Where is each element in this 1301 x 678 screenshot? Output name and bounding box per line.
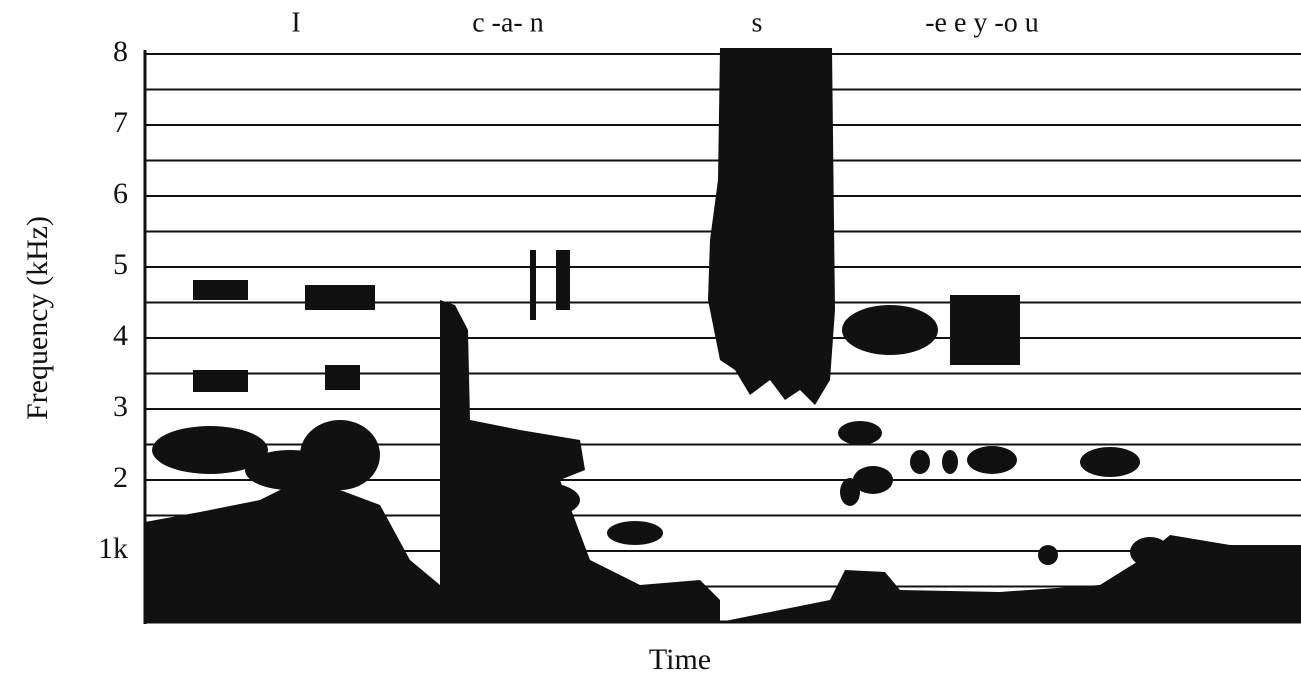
energy (838, 421, 882, 445)
word-label: s (752, 7, 763, 38)
energy (1080, 447, 1140, 477)
energy (305, 285, 375, 310)
energy (500, 482, 580, 518)
energy (853, 466, 893, 494)
y-tick-label: 8 (113, 35, 128, 68)
spectrogram-energy (145, 48, 1301, 622)
energy (325, 365, 360, 390)
y-axis-title: Frequency (kHz) (21, 216, 54, 420)
y-tick-label: 7 (113, 106, 128, 139)
y-tick-label: 5 (113, 248, 128, 281)
energy (967, 446, 1017, 474)
energy (152, 426, 268, 474)
energy (450, 440, 550, 480)
energy (840, 478, 860, 506)
energy (950, 295, 1020, 365)
x-axis-title: Time (649, 643, 711, 676)
energy (530, 250, 536, 320)
y-tick-label: 2 (113, 461, 128, 494)
energy (193, 370, 248, 392)
word-label: -e e y -o u (925, 7, 1039, 38)
energy (1038, 545, 1058, 565)
energy (556, 250, 570, 310)
energy (708, 48, 835, 405)
energy (1130, 537, 1170, 567)
word-label: c -a- n (472, 7, 544, 38)
y-tick-label: 4 (113, 319, 128, 352)
energy (942, 450, 958, 474)
y-tick-label: 3 (113, 390, 128, 423)
energy (720, 535, 1301, 622)
energy (842, 305, 938, 355)
energy (440, 300, 720, 622)
energy (910, 450, 930, 474)
energy (245, 450, 335, 490)
energy (607, 521, 663, 545)
energy (145, 480, 440, 622)
y-tick-label: 1k (98, 532, 128, 565)
y-tick-label: 6 (113, 177, 128, 210)
word-label: I (291, 7, 300, 38)
energy (193, 280, 248, 300)
